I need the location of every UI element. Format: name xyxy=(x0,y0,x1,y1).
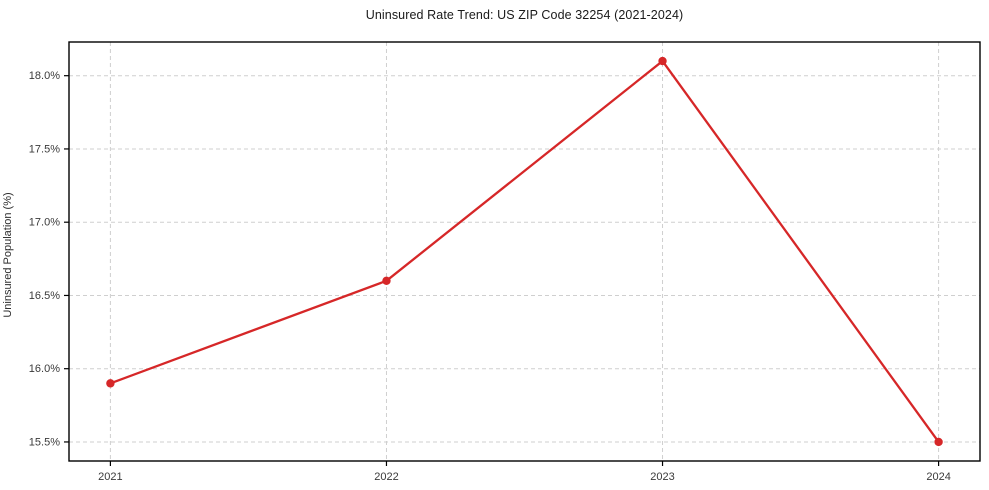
y-tick-label: 18.0% xyxy=(29,70,60,82)
data-point-marker xyxy=(382,276,391,286)
y-tick-label: 17.0% xyxy=(29,217,60,229)
x-tick-label: 2021 xyxy=(98,471,122,483)
y-tick-label: 16.0% xyxy=(29,363,60,375)
y-tick-label: 15.5% xyxy=(29,436,60,448)
y-tick-label: 17.5% xyxy=(29,143,60,155)
chart-title: Uninsured Rate Trend: US ZIP Code 32254 … xyxy=(365,8,684,22)
data-point-marker xyxy=(658,56,667,66)
plot-border xyxy=(68,41,981,462)
x-tick-label: 2022 xyxy=(374,471,398,483)
y-tick-label: 16.5% xyxy=(29,290,60,302)
trend-line xyxy=(109,59,940,444)
x-tick-label: 2023 xyxy=(650,471,674,483)
data-point-marker xyxy=(106,379,115,388)
y-axis-label-text: Uninsured Population (%) xyxy=(2,192,14,318)
data-point-marker xyxy=(934,437,943,447)
x-tick-label: 2024 xyxy=(926,471,950,483)
